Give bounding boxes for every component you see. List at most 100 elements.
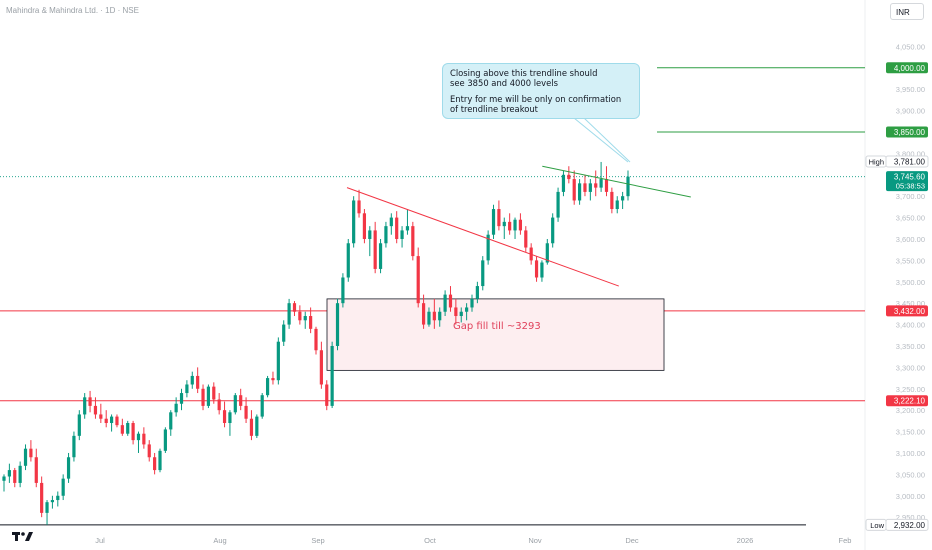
candle-body bbox=[319, 350, 323, 385]
candle-body bbox=[309, 316, 313, 329]
candle-body bbox=[282, 324, 286, 342]
currency-button[interactable]: INR bbox=[890, 3, 924, 20]
candle-body bbox=[475, 286, 479, 299]
y-tick-label: 3,450.00 bbox=[896, 299, 925, 308]
candle-body bbox=[56, 495, 60, 501]
price-label: 3,850.00 bbox=[894, 128, 926, 137]
candle-body bbox=[594, 183, 598, 188]
price-prefix-box bbox=[865, 155, 887, 168]
candle-body bbox=[534, 260, 539, 278]
price-label: 4,000.00 bbox=[894, 64, 926, 73]
candle-body bbox=[233, 395, 237, 413]
callout-line: Entry for me will be only on confirmatio… bbox=[450, 94, 622, 105]
candle-body bbox=[389, 217, 393, 227]
candle-body bbox=[228, 412, 232, 424]
price-label-box bbox=[886, 171, 928, 192]
y-tick-label: 3,650.00 bbox=[896, 214, 925, 223]
candle-body bbox=[604, 179, 609, 192]
price-label: 3,745.60 bbox=[894, 173, 926, 182]
candle-body bbox=[465, 307, 469, 312]
candle-body bbox=[136, 433, 141, 441]
candle-body bbox=[185, 384, 189, 394]
candle-body bbox=[432, 311, 436, 321]
candle-body bbox=[395, 217, 399, 239]
candle-body bbox=[217, 399, 221, 411]
y-tick-label: 3,950.00 bbox=[896, 85, 925, 94]
symbol-header: Mahindra & Mahindra Ltd. · 1D · NSE bbox=[6, 6, 139, 15]
y-tick-label: 3,800.00 bbox=[896, 149, 925, 158]
candle-body bbox=[615, 200, 619, 210]
callout-note[interactable]: Closing above this trendline should see … bbox=[442, 63, 640, 119]
candle-body bbox=[50, 500, 55, 503]
y-tick-label: 3,100.00 bbox=[896, 449, 925, 458]
candle-body bbox=[77, 414, 81, 436]
candle-body bbox=[190, 375, 194, 385]
candle-body bbox=[61, 478, 65, 496]
candle-body bbox=[99, 414, 103, 419]
price-label: 3,222.10 bbox=[894, 397, 926, 406]
candle-body bbox=[147, 444, 151, 458]
candle-body bbox=[13, 470, 17, 483]
candle-body bbox=[303, 316, 307, 321]
candle-body bbox=[18, 465, 22, 483]
y-tick-label: 3,050.00 bbox=[896, 470, 925, 479]
candle-body bbox=[427, 311, 431, 325]
price-label: 2,932.00 bbox=[894, 521, 926, 530]
tradingview-logo-icon bbox=[12, 532, 33, 541]
candle-body bbox=[626, 176, 630, 197]
candle-body bbox=[448, 294, 453, 308]
candle-body bbox=[556, 191, 560, 218]
candle-body bbox=[45, 502, 49, 513]
candle-body bbox=[443, 294, 447, 312]
candle-body bbox=[524, 230, 528, 248]
callout-line: see 3850 and 4000 levels bbox=[450, 77, 558, 88]
candle-body bbox=[201, 388, 205, 406]
candle-body bbox=[362, 213, 367, 239]
candle-body bbox=[142, 433, 146, 445]
candle-body bbox=[212, 386, 216, 400]
gap-fill-zone bbox=[326, 298, 665, 371]
candle-body bbox=[438, 311, 442, 321]
candle-body bbox=[400, 230, 404, 239]
candle-body bbox=[131, 423, 135, 441]
y-tick-label: 3,300.00 bbox=[896, 363, 925, 372]
callout-pointer bbox=[573, 117, 629, 163]
x-tick-label: Sep bbox=[311, 536, 324, 545]
candle-body bbox=[249, 418, 254, 436]
candle-body bbox=[572, 179, 576, 201]
x-tick-label: Nov bbox=[528, 536, 542, 545]
y-tick-label: 3,250.00 bbox=[896, 385, 925, 394]
candle-body bbox=[276, 341, 280, 381]
candle-body bbox=[470, 298, 474, 308]
candle-body bbox=[287, 303, 291, 325]
candle-body bbox=[335, 303, 340, 346]
candle-body bbox=[104, 418, 108, 424]
candle-body bbox=[599, 179, 603, 188]
candle-body bbox=[109, 416, 114, 424]
candle-body bbox=[378, 243, 383, 269]
candle-body bbox=[588, 183, 592, 192]
y-tick-label: 3,000.00 bbox=[896, 492, 925, 501]
candle-body bbox=[540, 262, 544, 278]
price-label: 3,781.00 bbox=[894, 158, 926, 167]
candle-body bbox=[292, 303, 297, 312]
candle-body bbox=[179, 393, 184, 404]
candle-body bbox=[260, 395, 264, 417]
x-tick-label: Feb bbox=[839, 536, 852, 545]
candle-body bbox=[66, 457, 71, 479]
candle-body bbox=[513, 219, 517, 231]
candle-body bbox=[244, 405, 248, 419]
candle-body bbox=[561, 174, 566, 192]
price-label-box bbox=[886, 62, 928, 74]
candle-body bbox=[34, 457, 38, 483]
y-tick-label: 3,600.00 bbox=[896, 235, 925, 244]
candle-body bbox=[508, 221, 512, 231]
candle-body bbox=[502, 221, 506, 227]
candle-body bbox=[163, 429, 167, 451]
candle-body bbox=[384, 226, 388, 244]
candle-body bbox=[120, 425, 124, 434]
y-tick-label: 3,700.00 bbox=[896, 192, 925, 201]
candle-body bbox=[126, 423, 130, 434]
price-label-box bbox=[886, 305, 928, 317]
